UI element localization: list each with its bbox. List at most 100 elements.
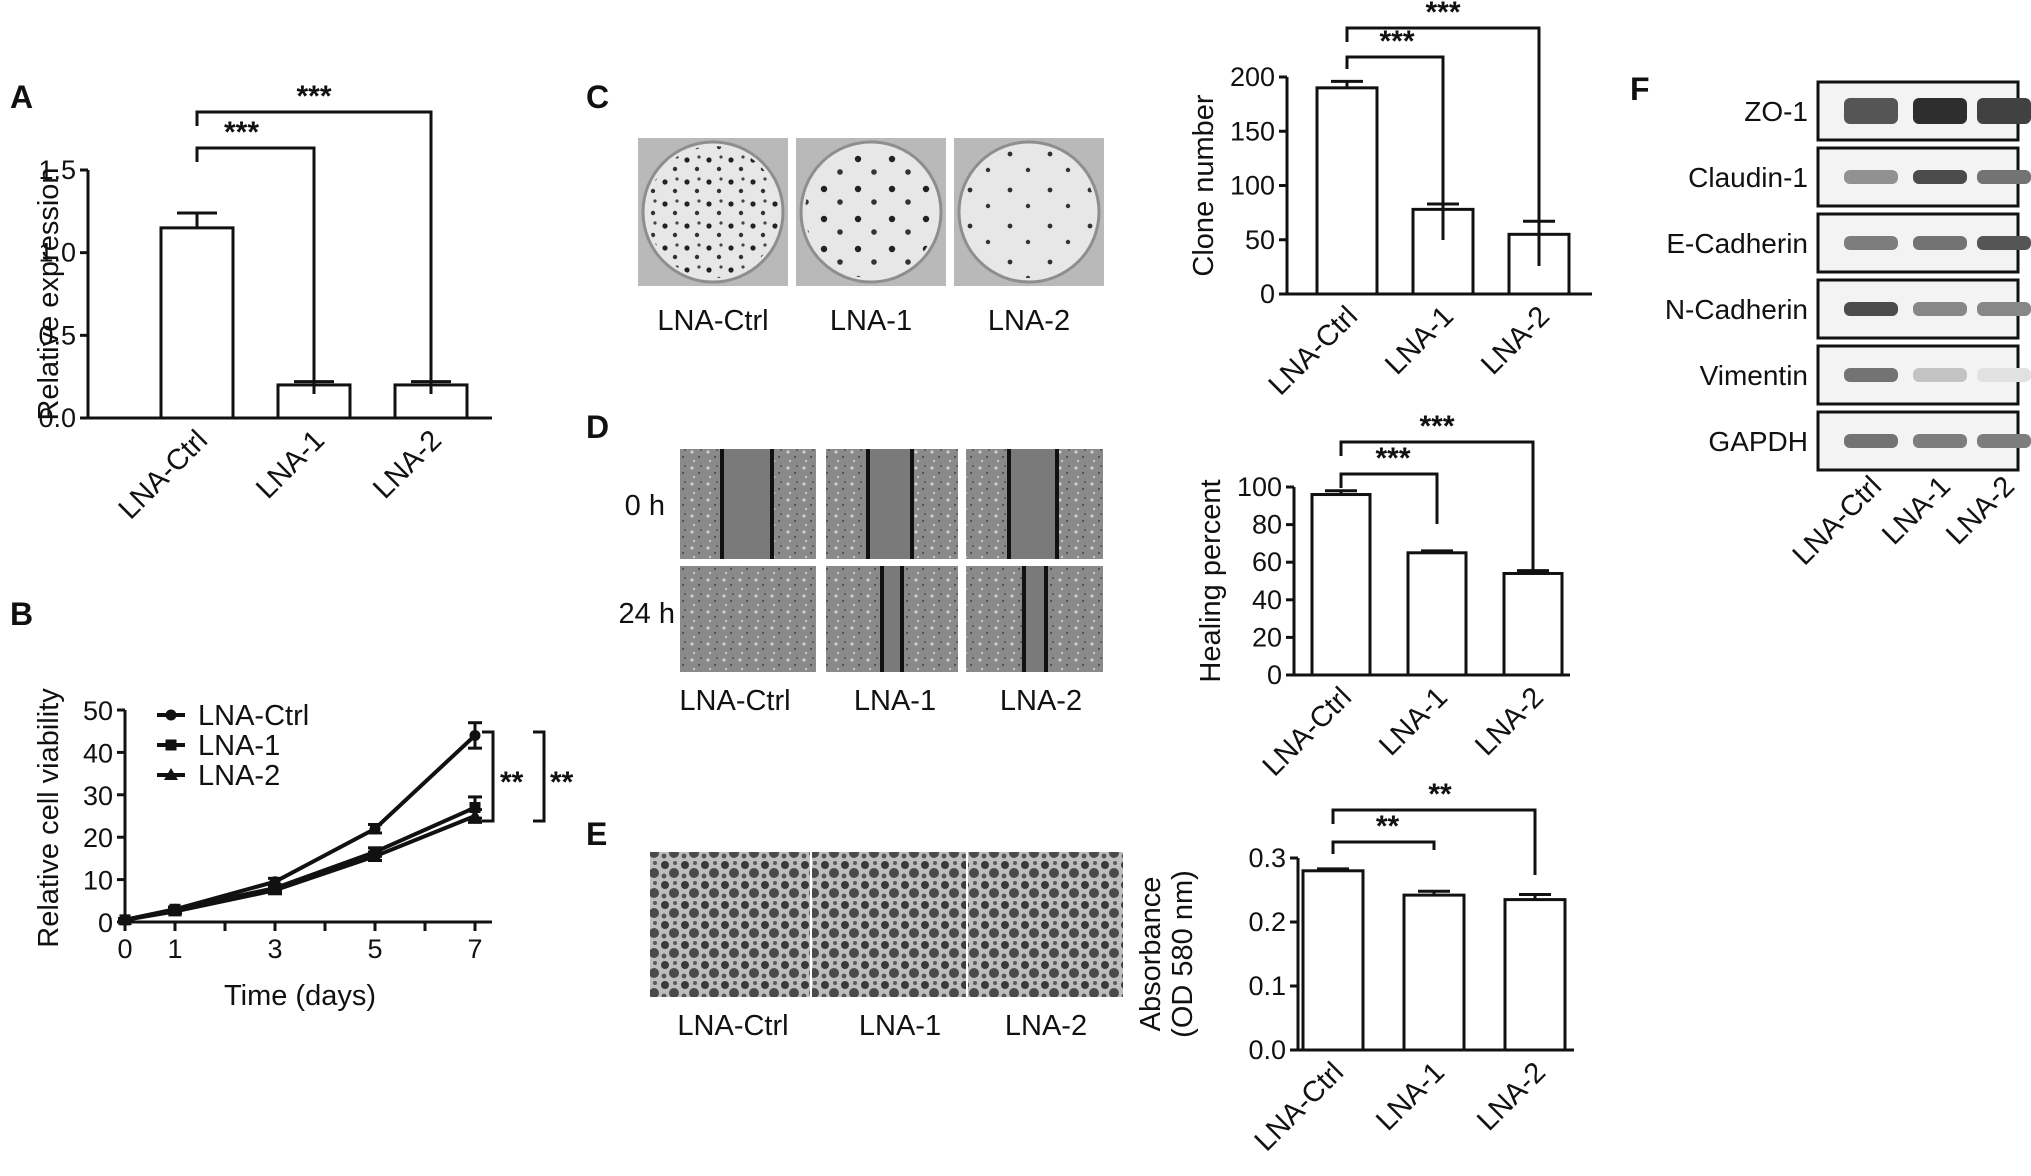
colony-images: LNA-Ctrl LNA-1 LNA-2: [638, 138, 1104, 337]
category-label: LNA-1: [1373, 681, 1454, 762]
y-tick-label: 50: [83, 696, 113, 726]
y-tick-label: 40: [1252, 585, 1282, 615]
colony-dots-ctrl: [647, 146, 779, 278]
x-tick-label: 1: [167, 934, 182, 964]
blot-band: [1977, 236, 2031, 250]
blot-band: [1913, 98, 1967, 124]
y-tick-label: 10: [83, 866, 113, 896]
bar: [1406, 551, 1468, 677]
data-point: [469, 729, 481, 741]
significance-bracket: [1345, 55, 1445, 240]
wound-edge: [1007, 449, 1011, 559]
significance-bracket: [482, 730, 495, 823]
wound-images: 0 h 24 h LNA-Ctrl LNA-1 LNA-2: [619, 449, 1103, 717]
invasion-label-ctrl: LNA-Ctrl: [677, 1010, 788, 1042]
invasion-images: LNA-Ctrl LNA-1 LNA-2: [650, 852, 1123, 1042]
protein-label: N-Cadherin: [1665, 294, 1808, 325]
protein-label: Claudin-1: [1688, 162, 1808, 193]
wound-gap: [882, 566, 902, 672]
panel-label-c: C: [586, 79, 609, 115]
legend-marker: [164, 768, 178, 780]
y-axis-label: Relative expression: [33, 167, 65, 420]
category-label: LNA-2: [1475, 300, 1556, 381]
data-point: [369, 823, 381, 835]
significance-label: **: [500, 766, 524, 799]
blot-band: [1844, 434, 1898, 448]
wound-edge: [880, 566, 884, 672]
category-label: LNA-Ctrl: [1257, 681, 1358, 782]
lane-label: LNA-Ctrl: [1787, 470, 1888, 571]
significance-bracket: [1331, 840, 1436, 854]
wound-edge: [900, 566, 904, 672]
y-tick-label: 0.3: [1248, 843, 1286, 873]
wound-edge: [910, 449, 914, 559]
bar: [1502, 571, 1564, 677]
blot-band: [1913, 236, 1967, 250]
category-label: LNA-2: [1471, 1056, 1552, 1137]
significance-bracket: [195, 110, 433, 394]
significance-label: ***: [224, 116, 259, 149]
significance-label: **: [550, 766, 574, 799]
y-tick-label: 1.0: [38, 238, 76, 268]
panel-label-b: B: [10, 596, 33, 632]
significance-label: **: [1376, 810, 1400, 843]
time-label-0h: 0 h: [625, 490, 665, 522]
x-tick-label: 3: [267, 934, 282, 964]
wound-gap: [868, 449, 912, 559]
bar: [1503, 898, 1567, 1052]
panel-label-e: E: [586, 816, 607, 852]
y-tick-label: 0.2: [1248, 907, 1286, 937]
chart-d-healing-percent: 0 20 40 60 80 100 Healing percent LNA-Ctrl LNA-1…: [1195, 410, 1570, 783]
blot-band: [1844, 236, 1898, 250]
legend-label: LNA-1: [198, 730, 280, 762]
significance-label: ***: [1379, 25, 1414, 58]
colony-label-ctrl: LNA-Ctrl: [657, 305, 768, 337]
data-point: [368, 849, 382, 862]
category-label: LNA-2: [367, 424, 448, 505]
y-axis-label: Absorbance: [1135, 877, 1167, 1032]
invasion-image-lna2: [968, 852, 1123, 997]
data-point: [469, 802, 481, 814]
significance-label: ***: [1425, 0, 1460, 29]
data-point: [268, 883, 282, 896]
panel-label-f: F: [1630, 71, 1650, 107]
y-tick-label: 0: [1260, 279, 1275, 309]
data-point: [168, 904, 182, 917]
blot-band: [1844, 98, 1898, 124]
blot-band: [1844, 368, 1898, 382]
wound-label-lna1: LNA-1: [854, 685, 936, 717]
y-tick-label: 200: [1230, 62, 1275, 92]
lane-label: LNA-2: [1940, 470, 2021, 551]
y-tick-label: 0: [1267, 660, 1282, 690]
blot-band: [1977, 434, 2031, 448]
significance-label: ***: [1375, 442, 1410, 475]
significance-bracket: [1339, 440, 1535, 574]
data-point: [118, 912, 132, 925]
y-tick-label: 40: [83, 738, 113, 768]
blot-band: [1977, 302, 2031, 316]
colony-dots-lna1: [805, 146, 937, 278]
wound-edge: [866, 449, 870, 559]
chart-e-absorbance: 0.0 0.1 0.2 0.3 Absorbance (OD 580 nm) LNA-Ctr…: [1135, 778, 1574, 1158]
significance-label: **: [1428, 778, 1452, 811]
protein-label: GAPDH: [1708, 426, 1808, 457]
blot-band: [1913, 302, 1967, 316]
wound-gap: [1009, 449, 1057, 559]
protein-label: Vimentin: [1700, 360, 1808, 391]
bar: [1310, 493, 1372, 677]
y-tick-label: 60: [1252, 547, 1282, 577]
y-tick-label: 1.5: [38, 155, 76, 185]
wound-edge: [1022, 566, 1026, 672]
y-tick-label: 0.1: [1248, 971, 1286, 1001]
significance-bracket: [1345, 26, 1541, 266]
blot-band: [1913, 170, 1967, 184]
chart-b-cell-viability: 0 10 20 30 40 50 0 1 3 5 7 Time (days) Relative cell…: [33, 688, 574, 1012]
legend-marker: [165, 739, 177, 751]
series-line: [124, 733, 477, 922]
significance-bracket: [533, 730, 546, 823]
y-tick-label: 100: [1237, 472, 1282, 502]
category-label: LNA-Ctrl: [1249, 1056, 1350, 1157]
y-axis-label-2: (OD 580 nm): [1167, 870, 1199, 1038]
